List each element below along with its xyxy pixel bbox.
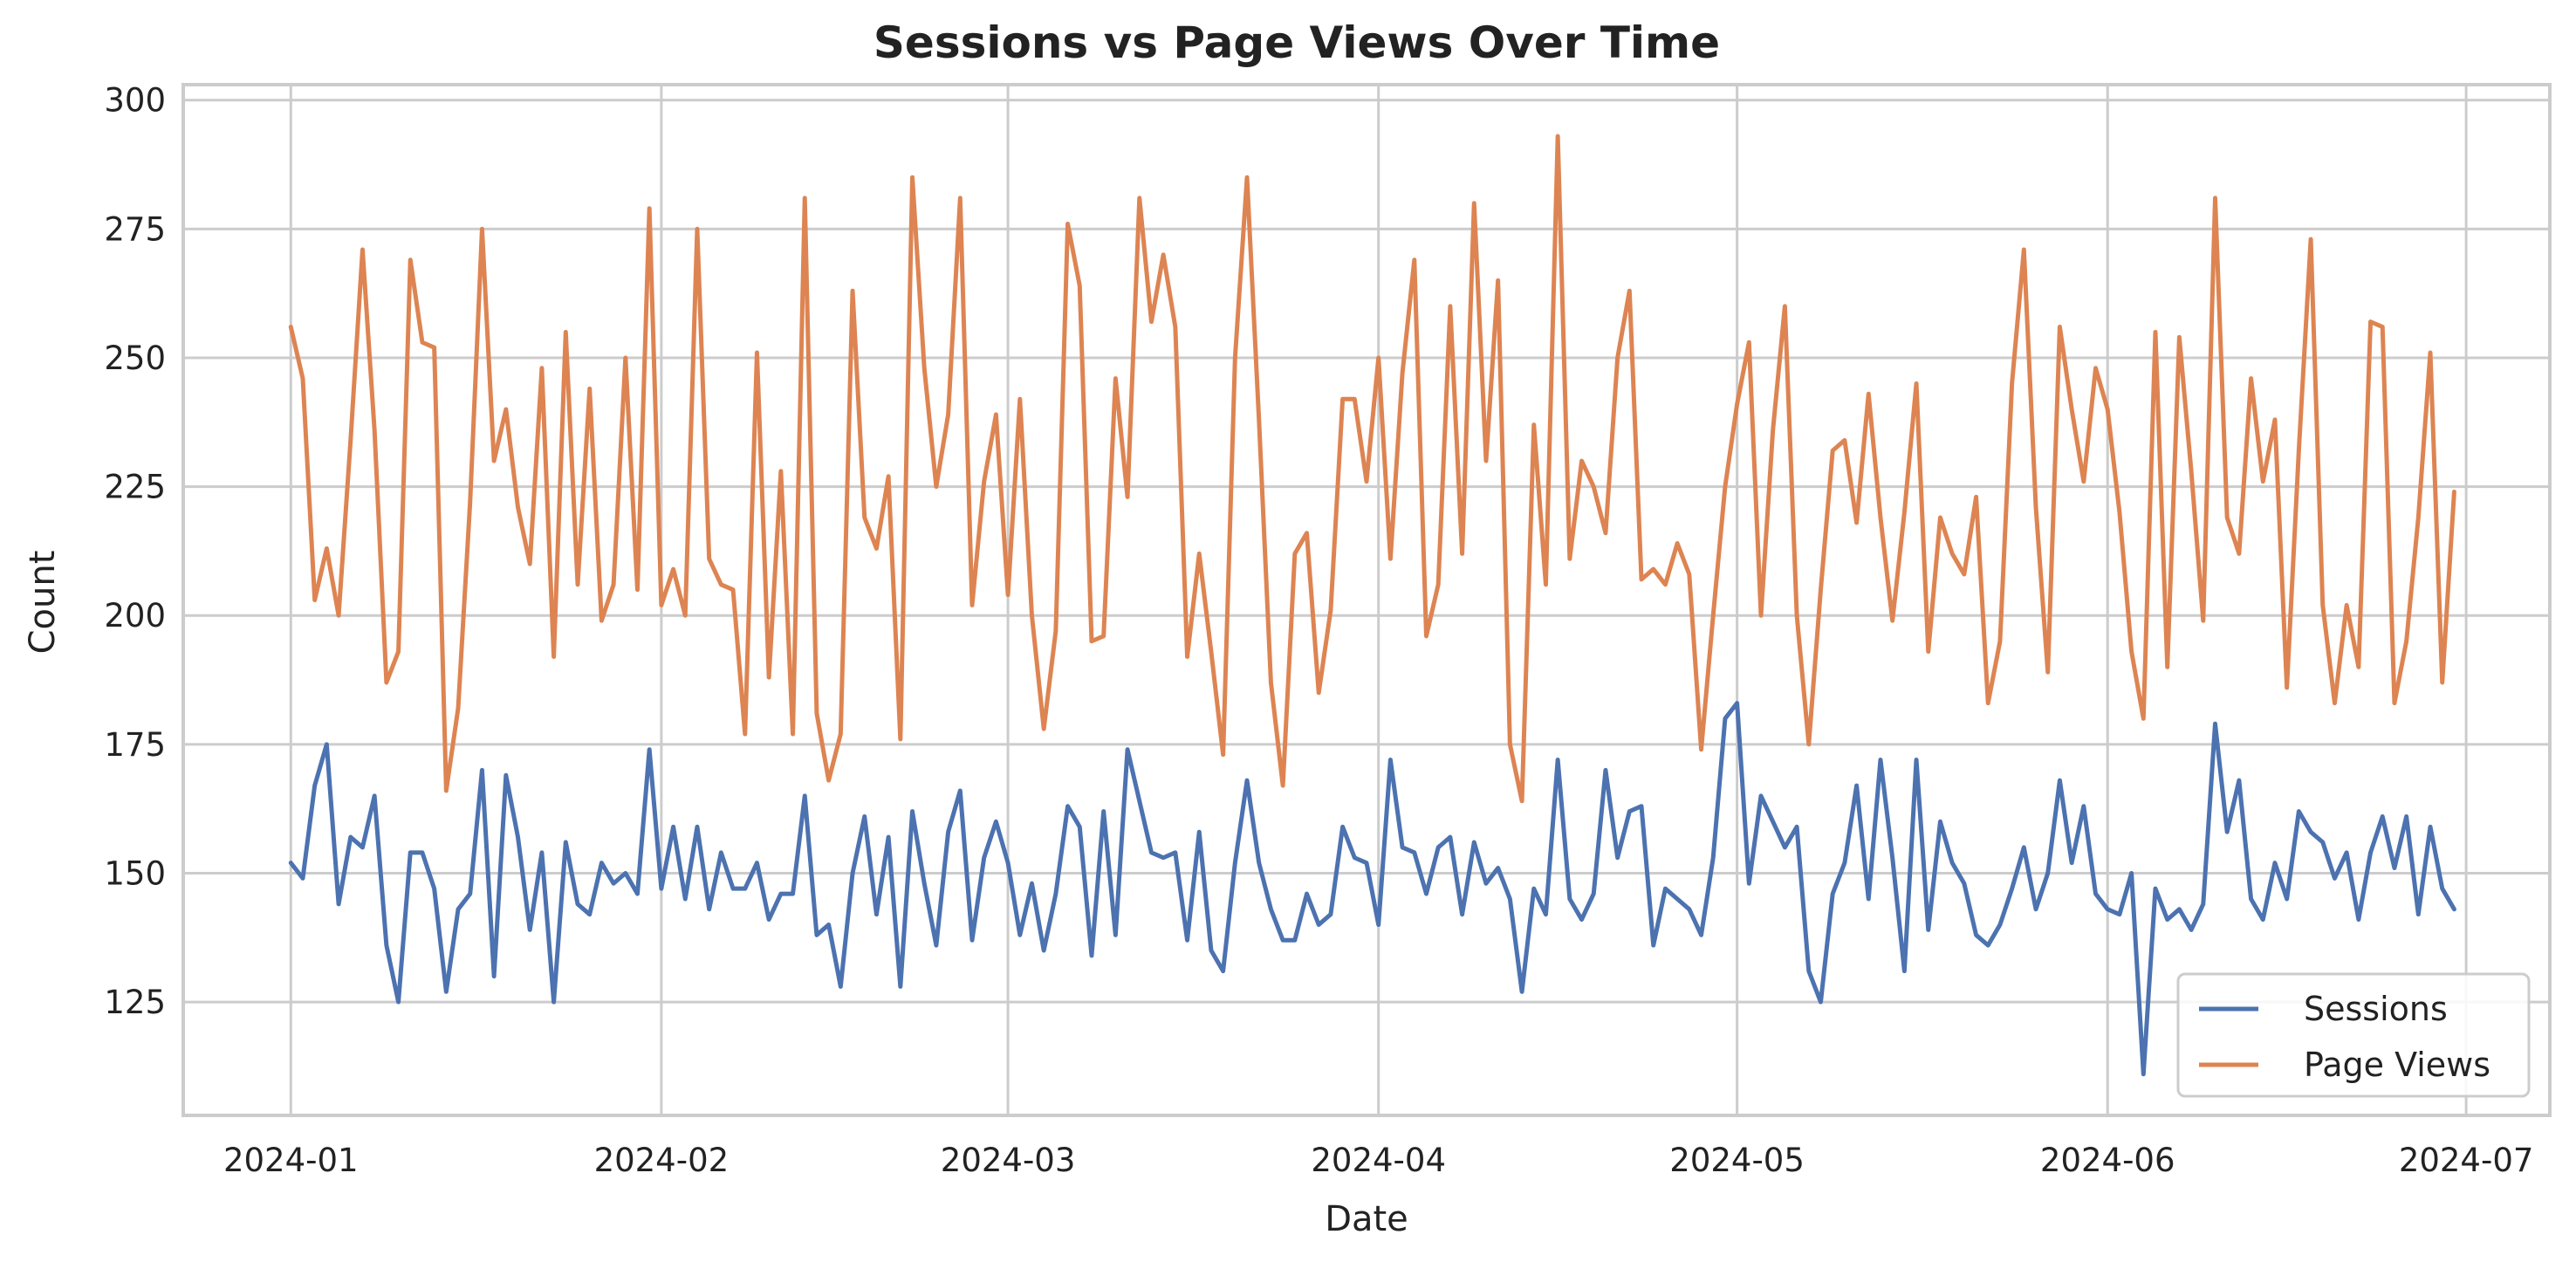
- x-axis-label: Date: [1325, 1199, 1408, 1239]
- legend-label: Sessions: [2304, 990, 2448, 1028]
- plot-frame: [182, 83, 2552, 1117]
- y-tick-label: 225: [104, 469, 166, 506]
- x-tick-label: 2024-03: [941, 1142, 1076, 1179]
- x-tick-label: 2024-02: [594, 1142, 730, 1179]
- x-tick-labels: 2024-01 2024-02 2024-03 2024-04 2024-05 2024-…: [223, 1142, 2533, 1179]
- x-tick-label: 2024-04: [1311, 1142, 1446, 1179]
- legend: Sessions Page Views: [2176, 972, 2531, 1098]
- x-tick-label: 2024-05: [1669, 1142, 1805, 1179]
- legend-label: Page Views: [2304, 1046, 2490, 1084]
- y-tick-label: 125: [104, 984, 166, 1021]
- y-tick-label: 200: [104, 597, 166, 634]
- x-tick-label: 2024-07: [2399, 1142, 2534, 1179]
- series-lines: [288, 134, 2456, 1077]
- series-line-sessions: [288, 701, 2456, 1077]
- x-tick-label: 2024-01: [223, 1142, 359, 1179]
- y-tick-label: 250: [104, 340, 166, 377]
- legend-box: [2176, 972, 2531, 1098]
- series-line-page-views: [288, 134, 2456, 804]
- grid-lines: [183, 85, 2550, 1115]
- y-tick-label: 175: [104, 726, 166, 764]
- y-tick-labels: 125 150 175 200 225 250 275 300: [104, 82, 166, 1021]
- y-axis-label: Count: [23, 551, 63, 655]
- x-tick-label: 2024-06: [2040, 1142, 2175, 1179]
- y-tick-label: 275: [104, 210, 166, 248]
- y-tick-label: 300: [104, 82, 166, 120]
- y-tick-label: 150: [104, 854, 166, 892]
- chart-title: Sessions vs Page Views Over Time: [874, 17, 1720, 68]
